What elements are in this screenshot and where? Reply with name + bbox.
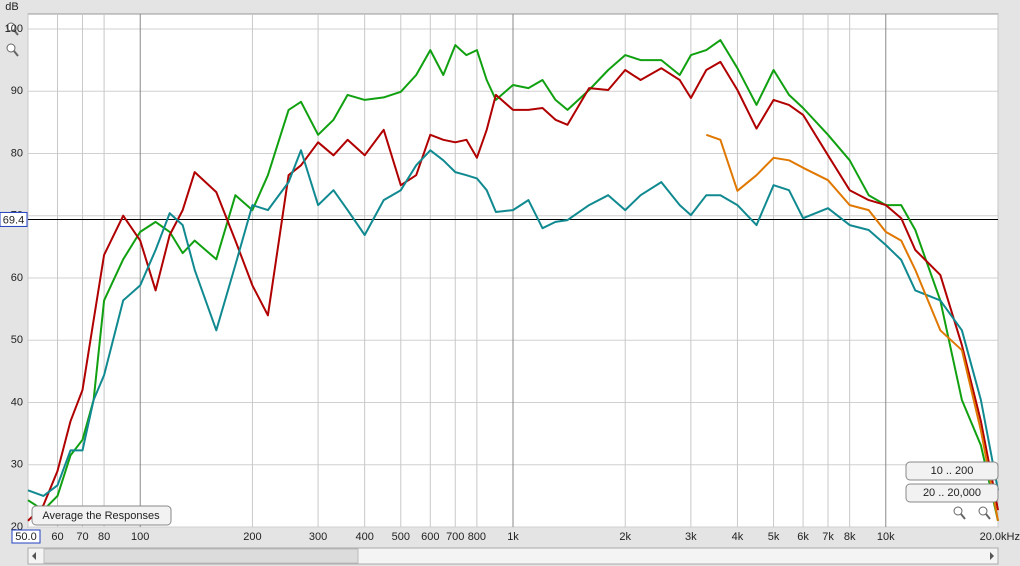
x-tick-label: 100 — [131, 531, 149, 543]
x-tick-label: 700 — [446, 531, 464, 543]
x-tick-label: 50.0 — [15, 531, 36, 543]
button-range-low[interactable]: 10 .. 200 — [905, 461, 999, 481]
x-tick-label: 400 — [355, 531, 373, 543]
zoom-icons — [6, 22, 991, 520]
series-line — [705, 133, 999, 521]
x-tick-label: 80 — [98, 531, 110, 543]
x-tick-label: 5k — [768, 531, 780, 543]
x-tick-label: 8k — [844, 531, 856, 543]
x-tick-label: 300 — [309, 531, 327, 543]
button-range-full[interactable]: 20 .. 20,000 — [905, 483, 999, 503]
x-tick-label: 600 — [421, 531, 439, 543]
x-tick-label: 1k — [507, 531, 519, 543]
x-tick-label: 2k — [619, 531, 631, 543]
y-tick-label: 50 — [11, 334, 23, 346]
button-label[interactable]: 10 .. 200 — [931, 465, 974, 477]
y-axis-label: dB — [5, 1, 18, 13]
x-tick-label: 500 — [392, 531, 410, 543]
series-line — [27, 60, 999, 522]
cursor-label-box — [0, 211, 28, 227]
x-tick-label: 4k — [732, 531, 744, 543]
x-tick-label: 6k — [797, 531, 809, 543]
x-tick-label: 60 — [51, 531, 63, 543]
y-tick-label: 90 — [11, 85, 23, 97]
cursor-label: 69.4 — [3, 214, 24, 226]
y-tick-label: 30 — [11, 459, 23, 471]
x-tick-label: 7k — [822, 531, 834, 543]
plot-layer — [27, 14, 999, 528]
button-label[interactable]: Average the Responses — [42, 510, 160, 522]
y-tick-label: 100 — [5, 23, 23, 35]
scrollbar[interactable] — [27, 547, 999, 565]
x-tick-label: 70 — [76, 531, 88, 543]
x-tick-label: 800 — [468, 531, 486, 543]
button-label[interactable]: 20 .. 20,000 — [923, 487, 981, 499]
series-line — [27, 149, 999, 497]
y-tick-label: 60 — [11, 272, 23, 284]
y-tick-label: 40 — [11, 396, 23, 408]
x-tick-label: 20.0kHz — [980, 531, 1020, 543]
x-limit-box — [11, 529, 41, 544]
y-tick-label: 80 — [11, 147, 23, 159]
x-tick-label: 200 — [243, 531, 261, 543]
series-line — [27, 39, 999, 522]
x-tick-label: 10k — [877, 531, 895, 543]
button-average[interactable]: Average the Responses — [31, 505, 172, 526]
x-tick-label: 3k — [685, 531, 697, 543]
